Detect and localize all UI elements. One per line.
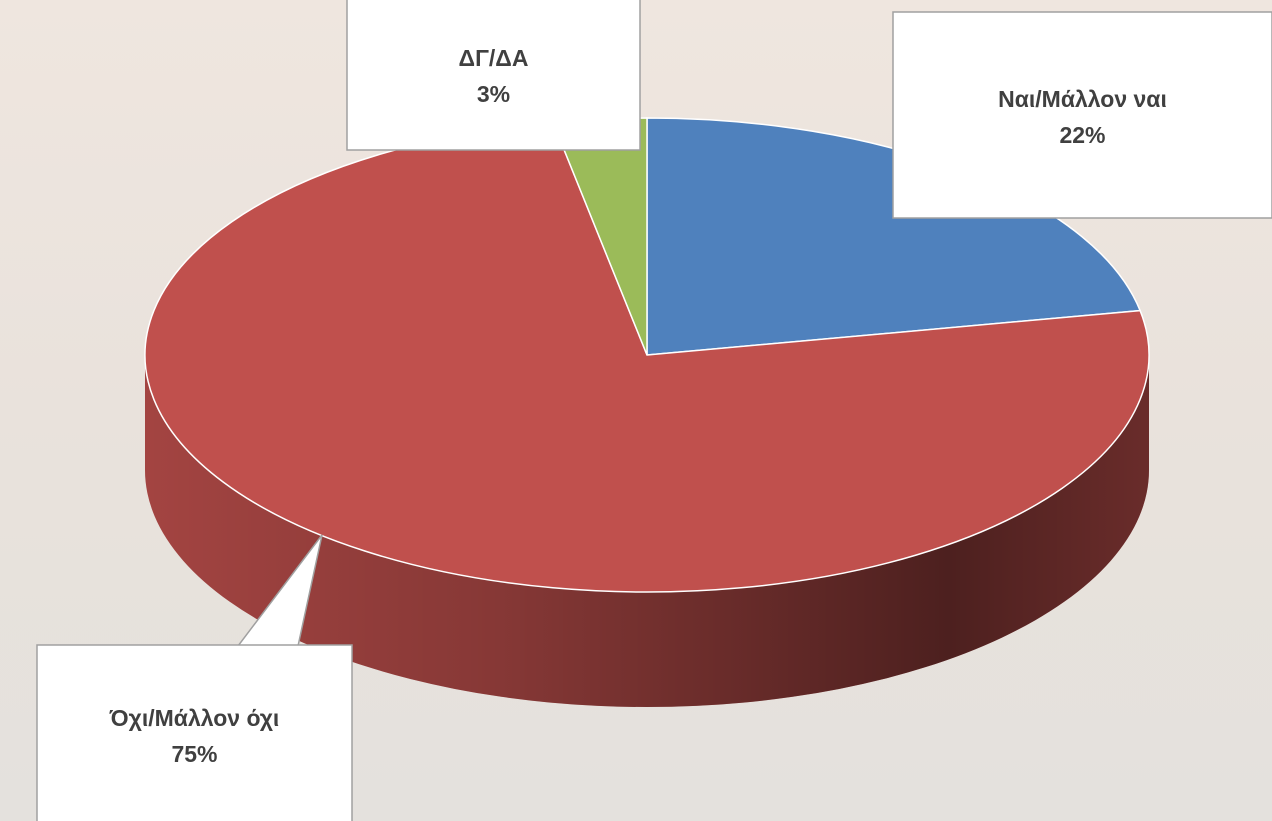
data-label-value: 22% (1059, 122, 1105, 148)
data-label-box (347, 0, 640, 150)
data-label-category: Όχι/Μάλλον όχι (109, 705, 280, 731)
data-label-box (37, 645, 352, 821)
page: {"chart_data": {"type": "pie", "categori… (0, 0, 1272, 821)
data-label-box (893, 12, 1272, 218)
data-label-value: 3% (477, 81, 510, 107)
chart: Ναι/Μάλλον ναι 22% Όχι/Μάλλον όχι 75% ΔΓ/ΔΑ 3… (0, 0, 1272, 821)
data-label-category: Ναι/Μάλλον ναι (998, 86, 1167, 112)
data-label-value: 75% (171, 741, 217, 767)
data-label-category: ΔΓ/ΔΑ (459, 45, 529, 71)
